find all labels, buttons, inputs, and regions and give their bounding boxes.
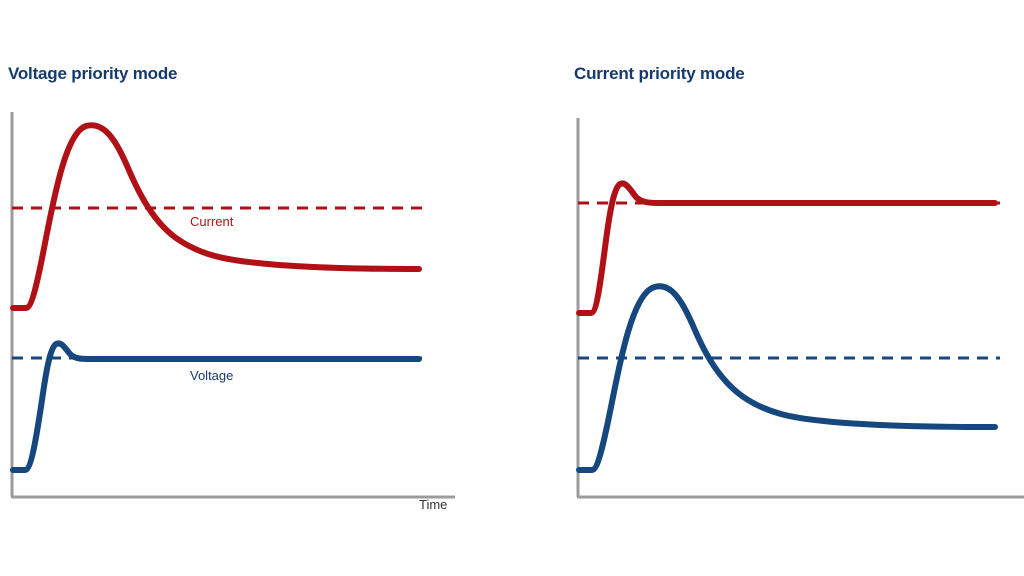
voltage-curve [10,340,422,473]
chart-voltage-priority [4,110,474,520]
x-axis-label: Time [419,497,448,512]
current-curve [10,122,422,311]
chart-current-priority [570,110,1024,520]
panel-current-priority: Current priority mode Current Voltage Ti… [512,0,1024,576]
series-label-voltage: Voltage [190,368,234,383]
page-title: Current priority mode [574,64,745,83]
page-title: Voltage priority mode [8,64,178,83]
current-curve [576,180,998,316]
series-label-current: Current [190,214,234,229]
voltage-curve [576,283,998,473]
panel-voltage-priority: Voltage priority mode Current Voltage Ti… [4,64,474,520]
